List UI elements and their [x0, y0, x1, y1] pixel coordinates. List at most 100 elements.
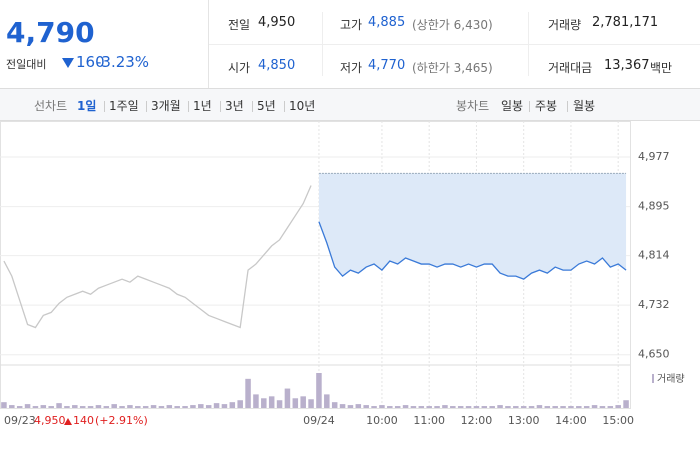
- volume-bar: [308, 399, 314, 408]
- volume-bar: [276, 400, 283, 408]
- period-tab[interactable]: 1주일: [109, 99, 139, 113]
- volume-bar: [40, 405, 47, 408]
- volume-bar: [339, 404, 346, 408]
- volume-bar: [544, 406, 551, 408]
- volume-legend: 거래량: [657, 373, 685, 385]
- stat-label: 고가: [340, 18, 363, 32]
- stat-label: 저가: [340, 61, 363, 75]
- volume-bar: [347, 405, 354, 408]
- volume-bar: [72, 405, 78, 408]
- up-icon: [64, 418, 72, 425]
- y-tick-label: 4,650: [638, 348, 670, 361]
- tab-label: 선차트: [34, 99, 68, 113]
- volume-bar: [528, 406, 535, 408]
- tab-sep: [567, 101, 568, 112]
- volume-bar: [520, 406, 527, 408]
- candle-tab[interactable]: 주봉: [535, 99, 558, 113]
- volume-bar: [394, 406, 401, 408]
- range-area: [318, 173, 627, 280]
- period-tab[interactable]: 10년: [289, 99, 316, 113]
- volume-bar: [568, 406, 574, 408]
- volume-bar: [64, 406, 70, 408]
- chart: 4,650 4,732 4,814 4,895 4,977 09/23 09/24 10:00…: [0, 121, 685, 427]
- tab-sep: [252, 101, 253, 112]
- volume-bar: [198, 404, 204, 408]
- volume-bar: [316, 373, 322, 408]
- volume-bar: [331, 402, 338, 408]
- volume-bar: [16, 406, 23, 408]
- volume-bar: [205, 405, 212, 408]
- volume-bar: [387, 406, 393, 408]
- volume-bar: [237, 400, 243, 408]
- volume-bar: [402, 405, 409, 408]
- stat-label: 시가: [228, 61, 251, 75]
- stat-label: 전일: [228, 18, 251, 32]
- period-tab[interactable]: 3년: [225, 99, 244, 113]
- volume-bar: [363, 405, 369, 408]
- volume-bar: [174, 406, 180, 408]
- volume-bar: [284, 388, 291, 408]
- period-tab[interactable]: 1년: [193, 99, 212, 113]
- volume-bar: [261, 398, 267, 408]
- volume-bar: [79, 406, 86, 408]
- volume-bar: [87, 406, 94, 408]
- y-tick-label: 4,895: [638, 200, 670, 213]
- price-panel: 4,790 전일대비 160 -3.23%: [0, 0, 208, 88]
- volume-bar: [591, 405, 598, 408]
- volume-bar: [119, 406, 125, 408]
- period-tab[interactable]: 5년: [257, 99, 276, 113]
- x-tick-label: 09/24: [303, 414, 335, 427]
- y-tick-label: 4,732: [638, 298, 670, 311]
- volume-bar: [560, 406, 566, 408]
- volume-bar: [103, 406, 110, 408]
- volume-bar: [56, 403, 62, 408]
- volume-bar: [150, 405, 157, 408]
- volume-bar: [450, 406, 456, 408]
- x-tick-label: 10:00: [366, 414, 398, 427]
- x-tick-label: 09/23: [4, 414, 36, 427]
- x-tick-label: 15:00: [602, 414, 634, 427]
- x-tick-label: 12:00: [461, 414, 493, 427]
- volume-bar: [481, 406, 488, 408]
- x-tick-label: 13:00: [508, 414, 540, 427]
- tab-sep: [529, 101, 530, 112]
- period-tab[interactable]: 3개월: [151, 99, 181, 113]
- volume-bar: [457, 406, 464, 408]
- volume-bar: [182, 406, 188, 408]
- candle-tab[interactable]: 월봉: [573, 99, 596, 113]
- candle-tab[interactable]: 일봉: [501, 99, 524, 113]
- volume-bar: [426, 406, 432, 408]
- volume-bar: [324, 394, 330, 408]
- stat-note: (하한가 3,465): [412, 61, 493, 75]
- volume-key: [652, 374, 654, 383]
- volume-bar: [135, 406, 141, 408]
- volume-bar: [213, 403, 220, 408]
- price: 4,790: [6, 16, 95, 49]
- stat-value: 13,367: [604, 58, 650, 73]
- period-tab[interactable]: 1일: [77, 99, 97, 113]
- tab-bar: [0, 88, 700, 121]
- stat-value: 2,781,171: [592, 15, 659, 30]
- y-tick-label: 4,814: [638, 249, 670, 262]
- volume-bar: [253, 394, 259, 408]
- volume-bar: [505, 406, 511, 408]
- divider: [322, 12, 323, 76]
- volume-bar: [32, 406, 39, 408]
- volume-bar: [442, 405, 448, 408]
- change: 160: [76, 53, 105, 71]
- stat-label: 거래량: [548, 18, 582, 32]
- volume-bar: [268, 396, 275, 408]
- volume-bar: [127, 405, 133, 408]
- volume-bar: [158, 406, 165, 408]
- volume-bar: [300, 396, 306, 408]
- stat-unit: 백만: [650, 61, 673, 75]
- stat-value: 4,885: [368, 15, 406, 30]
- volume-bar: [1, 402, 7, 408]
- y-tick-label: 4,977: [638, 150, 670, 163]
- x-tick-label: 11:00: [413, 414, 445, 427]
- volume-bar: [221, 404, 228, 408]
- tab-sep: [284, 101, 285, 112]
- divider: [209, 44, 700, 45]
- divider: [528, 12, 529, 76]
- volume-bar: [292, 398, 299, 408]
